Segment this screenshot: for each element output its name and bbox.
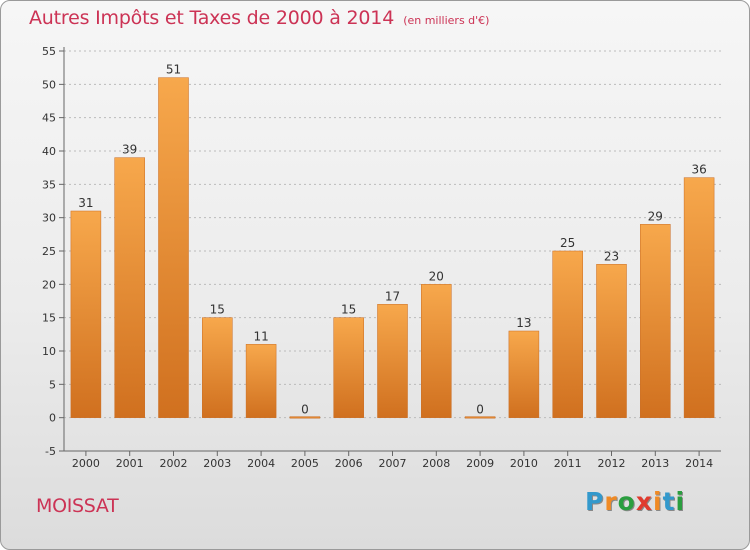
bar	[158, 77, 189, 418]
x-tick-label: 2003	[203, 457, 231, 470]
bar	[552, 250, 583, 418]
data-label: 36	[691, 163, 706, 177]
logo-letter: i	[653, 487, 663, 516]
y-tick-label: 55	[42, 45, 56, 58]
logo-letter: r	[604, 487, 618, 516]
x-tick-label: 2013	[641, 457, 669, 470]
data-label: 39	[122, 143, 137, 157]
y-tick-label: 45	[42, 112, 56, 125]
logo-letter: P	[585, 487, 605, 516]
data-label: 31	[78, 196, 93, 210]
x-tick-label: 2002	[160, 457, 188, 470]
x-tick-label: 2008	[422, 457, 450, 470]
x-tick-label: 2009	[466, 457, 494, 470]
logo-letter: x	[635, 487, 653, 516]
proxiti-logo: Proxiti	[585, 487, 685, 516]
chart-subtitle: (en milliers d'€)	[403, 14, 490, 27]
bar	[333, 317, 364, 418]
logo-letter: i	[675, 487, 686, 516]
data-label: 15	[341, 303, 356, 317]
y-tick-label: 5	[49, 378, 56, 391]
data-label: 23	[604, 249, 619, 263]
bar	[70, 210, 102, 418]
data-label: 29	[648, 209, 663, 223]
y-tick-label: 20	[42, 278, 56, 291]
y-tick-label: 35	[42, 178, 56, 191]
y-tick-label: 40	[42, 145, 56, 158]
data-label: 51	[166, 63, 181, 77]
chart-title-block: Autres Impôts et Taxes de 2000 à 2014 (e…	[29, 7, 489, 29]
x-tick-label: 2007	[379, 457, 407, 470]
bar	[640, 224, 671, 418]
x-tick-label: 2005	[291, 457, 319, 470]
x-tick-label: 2011	[554, 457, 582, 470]
bar	[377, 304, 408, 418]
x-tick-label: 2004	[247, 457, 275, 470]
bar	[508, 330, 540, 418]
chart-title: Autres Impôts et Taxes de 2000 à 2014	[29, 7, 395, 29]
data-label: 0	[476, 403, 484, 417]
data-label: 13	[516, 316, 531, 330]
bar	[683, 177, 715, 418]
bar	[421, 284, 452, 418]
x-tick-label: 2001	[116, 457, 144, 470]
bar	[289, 416, 321, 419]
data-label: 25	[560, 236, 575, 250]
x-tick-label: 2012	[598, 457, 626, 470]
y-tick-label: 15	[42, 312, 56, 325]
x-tick-label: 2010	[510, 457, 538, 470]
logo-letter: t	[662, 487, 676, 516]
y-tick-label: 50	[42, 78, 56, 91]
y-tick-label: 10	[42, 345, 56, 358]
x-tick-label: 2000	[72, 457, 100, 470]
bar	[245, 344, 277, 418]
bar	[464, 416, 496, 419]
x-tick-label: 2006	[335, 457, 363, 470]
data-label: 15	[210, 303, 225, 317]
x-tick-label: 2014	[685, 457, 713, 470]
data-label: 11	[253, 329, 268, 343]
data-label: 17	[385, 289, 400, 303]
logo-letter: o	[617, 487, 636, 516]
commune-name: MOISSAT	[36, 495, 119, 517]
bar	[114, 157, 145, 418]
y-tick-label: -5	[45, 445, 56, 458]
bar	[202, 317, 233, 418]
y-tick-label: 0	[49, 412, 56, 425]
y-tick-label: 30	[42, 212, 56, 225]
bar	[596, 264, 627, 418]
data-label: 0	[301, 403, 309, 417]
y-tick-label: 25	[42, 245, 56, 258]
data-label: 20	[429, 269, 444, 283]
